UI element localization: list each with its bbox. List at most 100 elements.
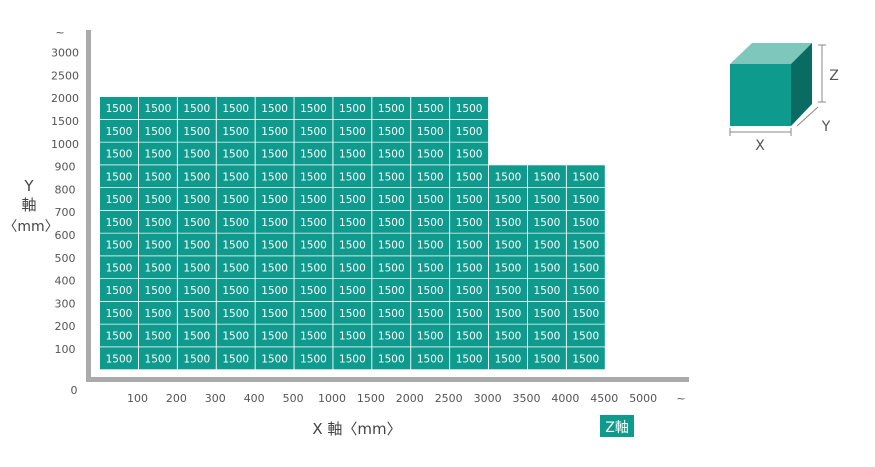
data-cell [450, 119, 489, 142]
data-cell-label: 1500 [145, 194, 172, 206]
data-cell [566, 279, 605, 301]
data-cell [177, 347, 216, 370]
data-cell-label: 1500 [339, 103, 366, 115]
data-cell-label: 1500 [222, 103, 249, 115]
cube-top-face [730, 43, 812, 64]
data-cell [177, 119, 216, 142]
data-cell-label: 1500 [572, 353, 599, 365]
data-cell-label: 1500 [300, 240, 327, 252]
data-cell-label: 1500 [378, 308, 405, 320]
data-cell [177, 165, 216, 188]
data-cell [489, 347, 527, 370]
data-cell [450, 188, 489, 210]
data-cell [138, 165, 177, 188]
x-tick-label: 3500 [513, 392, 541, 405]
data-cell-label: 1500 [572, 331, 599, 343]
data-cell-label: 1500 [378, 285, 405, 297]
data-cell-label: 1500 [495, 308, 522, 320]
data-cell-label: 1500 [378, 262, 405, 274]
data-cell-label: 1500 [261, 171, 288, 183]
y-tick-label: 200 [55, 320, 76, 333]
y-tick-label: 900 [55, 161, 76, 174]
data-cell [333, 279, 372, 301]
data-cell-label: 1500 [106, 262, 133, 274]
data-cell [372, 165, 411, 188]
data-cell-label: 1500 [572, 262, 599, 274]
data-cell [138, 142, 177, 165]
data-cell [333, 142, 372, 165]
data-cell [527, 347, 566, 370]
data-cell [100, 119, 138, 142]
cube-front-face [730, 64, 791, 126]
data-cell [216, 210, 255, 233]
data-cell [100, 347, 138, 370]
y-axis-tail: ~ [55, 26, 64, 39]
x-tick-label: 200 [166, 392, 187, 405]
data-cell-label: 1500 [339, 217, 366, 229]
data-cell [100, 188, 138, 210]
x-tick-label: 2000 [396, 392, 424, 405]
data-cell-label: 1500 [456, 331, 483, 343]
cube-y-dimension-line [796, 106, 819, 127]
data-cell-label: 1500 [106, 194, 133, 206]
data-cell-label: 1500 [534, 308, 561, 320]
y-tick-label: 500 [55, 252, 76, 265]
data-cell [450, 324, 489, 347]
data-cell-label: 1500 [378, 353, 405, 365]
data-cell-label: 1500 [222, 331, 249, 343]
data-cell-label: 1500 [300, 308, 327, 320]
data-cell [333, 119, 372, 142]
x-tick-label: 400 [244, 392, 265, 405]
data-cell [527, 165, 566, 188]
data-cell [527, 279, 566, 301]
data-cell-label: 1500 [339, 308, 366, 320]
data-cell-label: 1500 [534, 217, 561, 229]
data-cell-label: 1500 [339, 194, 366, 206]
data-cell [294, 97, 333, 119]
data-cell [138, 324, 177, 347]
data-cell-label: 1500 [222, 285, 249, 297]
data-cell [177, 97, 216, 119]
data-cell [216, 188, 255, 210]
data-cell [216, 165, 255, 188]
data-cell-label: 1500 [339, 285, 366, 297]
data-cell-label: 1500 [222, 262, 249, 274]
data-cell-label: 1500 [378, 194, 405, 206]
data-cell [566, 233, 605, 256]
data-cell-label: 1500 [417, 262, 444, 274]
data-cell [216, 97, 255, 119]
data-cell-label: 1500 [261, 126, 288, 138]
y-tick-label: 2000 [51, 92, 79, 105]
data-cell [411, 165, 450, 188]
data-cell-label: 1500 [183, 353, 210, 365]
data-cell [255, 97, 294, 119]
data-cell [333, 347, 372, 370]
data-cell-label: 1500 [222, 217, 249, 229]
data-cell-label: 1500 [417, 308, 444, 320]
data-cell [450, 279, 489, 301]
data-cell-label: 1500 [339, 240, 366, 252]
data-cell [294, 301, 333, 324]
data-cell-label: 1500 [534, 171, 561, 183]
data-cell [177, 256, 216, 279]
data-cell [372, 256, 411, 279]
data-cell [100, 324, 138, 347]
data-cell [372, 324, 411, 347]
data-cell [333, 165, 372, 188]
data-cell [138, 301, 177, 324]
data-cell [333, 97, 372, 119]
data-cell [216, 256, 255, 279]
data-cell [527, 233, 566, 256]
data-cell [411, 119, 450, 142]
data-cell [450, 301, 489, 324]
x-tick-label: 100 [127, 392, 148, 405]
x-tick-label: 3000 [474, 392, 502, 405]
cube-y-label: Y [821, 119, 831, 135]
data-cell [566, 210, 605, 233]
data-cell [216, 279, 255, 301]
data-cell-label: 1500 [495, 171, 522, 183]
data-cell-label: 1500 [417, 331, 444, 343]
data-cell [177, 210, 216, 233]
data-cell [100, 97, 138, 119]
